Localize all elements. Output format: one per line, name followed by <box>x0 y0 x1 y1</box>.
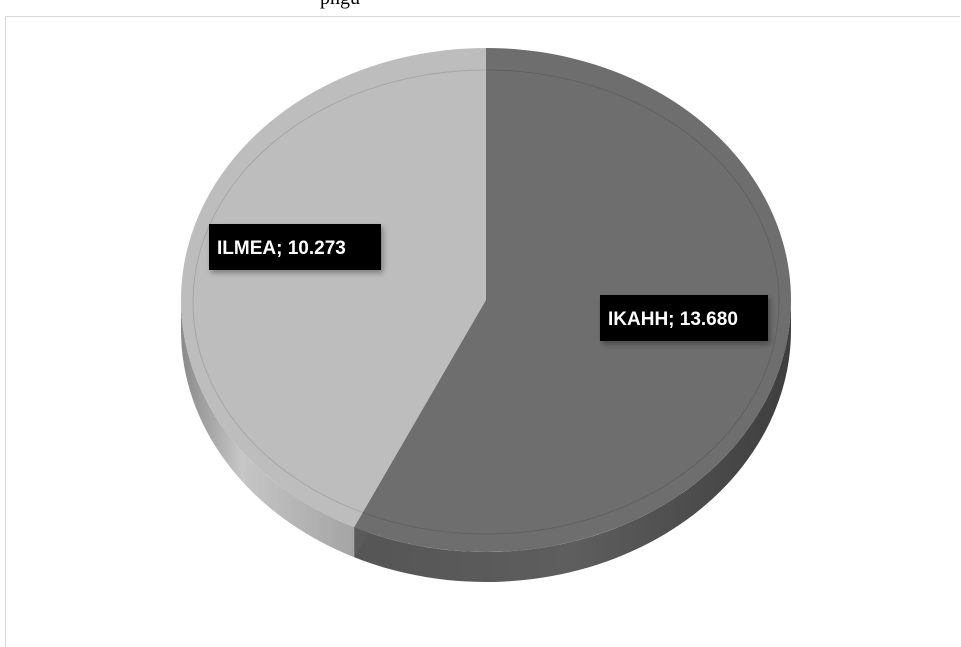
data-label-box <box>600 295 768 341</box>
pie-tops <box>180 48 791 552</box>
data-label-ilmea: ILMEA; 10.273 <box>209 224 381 270</box>
data-label-ikahh: IKAHH; 13.680 <box>600 295 768 341</box>
caption-fragment: pngu <box>320 0 620 14</box>
data-label-box <box>209 224 381 270</box>
chart-frame <box>5 16 960 647</box>
pie-slice-ikahh <box>354 48 791 552</box>
data-label-text: ILMEA; 10.273 <box>217 238 346 259</box>
pie-slice-ilmea <box>180 48 486 528</box>
pie-top-ring <box>192 69 780 535</box>
pie-slice-side <box>354 300 791 582</box>
pie-slice-side <box>180 300 355 558</box>
caption-fragment-text: pngu <box>320 0 360 9</box>
data-label-text: IKAHH; 13.680 <box>608 309 738 330</box>
pie-labels: IKAHH; 13.680 ILMEA; 10.273 <box>209 224 768 341</box>
